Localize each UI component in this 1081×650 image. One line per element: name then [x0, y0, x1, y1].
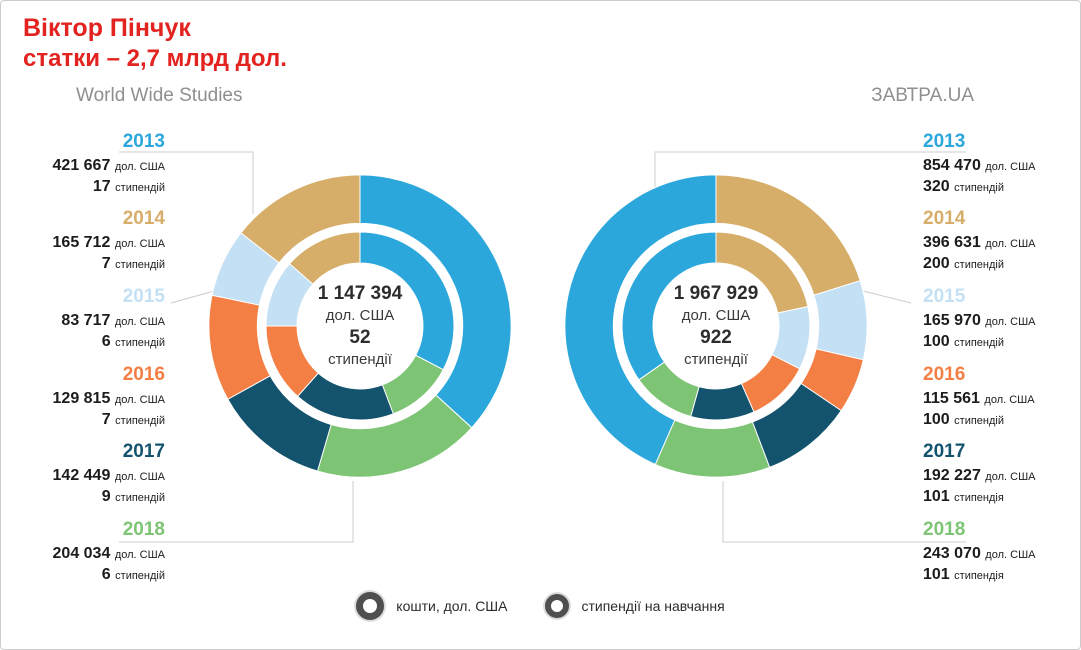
total-amount: 1 967 929 — [673, 283, 759, 304]
inner-ring-icon — [545, 594, 570, 618]
total-count: 922 — [700, 327, 732, 348]
year-label-group-left-2016: 2016 129 815 дол. США 7 стипендій — [19, 364, 165, 431]
scholarships-segment-2014 — [288, 231, 361, 285]
money-segment-2013 — [359, 174, 512, 429]
donut-center-left: 1 147 394 дол. США 52 стипендії — [205, 171, 515, 481]
scholarship-count: 101 стипендія — [923, 488, 1004, 505]
year-label-group-right-2016: 2016 115 561 дол. США 100 стипендій — [923, 364, 1073, 431]
total-count-unit: стипендії — [684, 351, 748, 368]
scholarships-segment-2013 — [621, 231, 717, 381]
scholarship-count: 100 стипендій — [923, 333, 1004, 350]
total-amount: 1 147 394 — [317, 283, 403, 304]
outer-ring-icon — [356, 592, 385, 620]
year-label-group-left-2015: 2015 83 717 дол. США 6 стипендій — [19, 286, 165, 353]
year-label: 2016 — [923, 364, 966, 385]
donut-svg-left — [208, 174, 512, 478]
year-label: 2013 — [122, 131, 165, 152]
total-amount-unit: дол. США — [681, 307, 751, 324]
donut-chart-wws: 1 147 394 дол. США 52 стипендії — [205, 171, 515, 481]
year-label-group-right-2015: 2015 165 970 дол. США 100 стипендій — [923, 286, 1073, 353]
donut-chart-zavtra: 1 967 929 дол. США 922 стипендії — [561, 171, 871, 481]
scholarship-count: 6 стипендій — [101, 566, 165, 583]
scholarship-count: 200 стипендій — [923, 255, 1004, 272]
program-title-zavtra: ЗАВТРА.UA — [871, 85, 974, 106]
donut-svg-right — [564, 174, 868, 478]
scholarship-count: 100 стипендій — [923, 411, 1004, 428]
year-label-group-right-2018: 2018 243 070 дол. США 101 стипендія — [923, 519, 1073, 586]
year-label-group-left-2017: 2017 142 449 дол. США 9 стипендій — [19, 441, 165, 508]
scholarship-count: 320 стипендій — [923, 178, 1004, 195]
year-label: 2015 — [122, 286, 165, 307]
legend-item-money: кошти, дол. США — [356, 592, 507, 620]
money-value: 192 227 дол. США — [923, 467, 1036, 484]
year-label-group-left-2013: 2013 421 667 дол. США 17 стипендій — [19, 131, 165, 198]
year-label: 2017 — [923, 441, 966, 462]
page-title-wealth: статки – 2,7 млрд дол. — [23, 45, 287, 72]
legend-item-scholarships: стипендії на навчання — [545, 594, 725, 618]
legend-label-money: кошти, дол. США — [396, 598, 508, 614]
scholarship-count: 7 стипендій — [101, 411, 165, 428]
total-amount-unit: дол. США — [325, 307, 395, 324]
year-label: 2014 — [122, 208, 165, 229]
year-label: 2014 — [923, 208, 966, 229]
year-label: 2018 — [923, 519, 966, 540]
money-value: 129 815 дол. США — [52, 390, 165, 407]
donut-center-right: 1 967 929 дол. США 922 стипендії — [561, 171, 871, 481]
money-value: 854 470 дол. США — [923, 157, 1036, 174]
page-title: Віктор Пінчук статки – 2,7 млрд дол. — [23, 13, 287, 74]
year-label-group-left-2018: 2018 204 034 дол. США 6 стипендій — [19, 519, 165, 586]
money-value: 142 449 дол. США — [52, 467, 165, 484]
year-label: 2015 — [923, 286, 966, 307]
money-value: 204 034 дол. США — [52, 545, 165, 562]
year-label-group-right-2017: 2017 192 227 дол. США 101 стипендія — [923, 441, 1073, 508]
page-title-name: Віктор Пінчук — [23, 14, 191, 42]
money-segment-2013 — [564, 174, 717, 466]
money-value: 83 717 дол. США — [61, 312, 165, 329]
total-count: 52 — [349, 327, 371, 348]
year-label-group-right-2014: 2014 396 631 дол. США 200 стипендій — [923, 208, 1073, 275]
scholarship-count: 7 стипендій — [101, 255, 165, 272]
year-label: 2018 — [122, 519, 165, 540]
scholarship-count: 6 стипендій — [101, 333, 165, 350]
year-label-group-left-2014: 2014 165 712 дол. США 7 стипендій — [19, 208, 165, 275]
money-segment-2014 — [240, 174, 361, 264]
program-title-wws: World Wide Studies — [76, 85, 243, 106]
money-value: 421 667 дол. США — [52, 157, 165, 174]
year-label-group-right-2013: 2013 854 470 дол. США 320 стипендій — [923, 131, 1073, 198]
money-value: 396 631 дол. США — [923, 234, 1036, 251]
money-value: 115 561 дол. США — [923, 390, 1035, 407]
total-count-unit: стипендії — [328, 351, 392, 368]
scholarship-count: 9 стипендій — [101, 488, 165, 505]
year-label: 2013 — [923, 131, 966, 152]
legend: кошти, дол. США стипендії на навчання — [1, 592, 1080, 620]
money-value: 165 970 дол. США — [923, 312, 1036, 329]
legend-label-scholarships: стипендії на навчання — [581, 598, 725, 614]
scholarship-count: 17 стипендій — [92, 178, 165, 195]
scholarship-count: 101 стипендія — [923, 566, 1004, 583]
money-value: 243 070 дол. США — [923, 545, 1036, 562]
year-label: 2016 — [122, 364, 165, 385]
money-value: 165 712 дол. США — [52, 234, 165, 251]
year-label: 2017 — [122, 441, 165, 462]
